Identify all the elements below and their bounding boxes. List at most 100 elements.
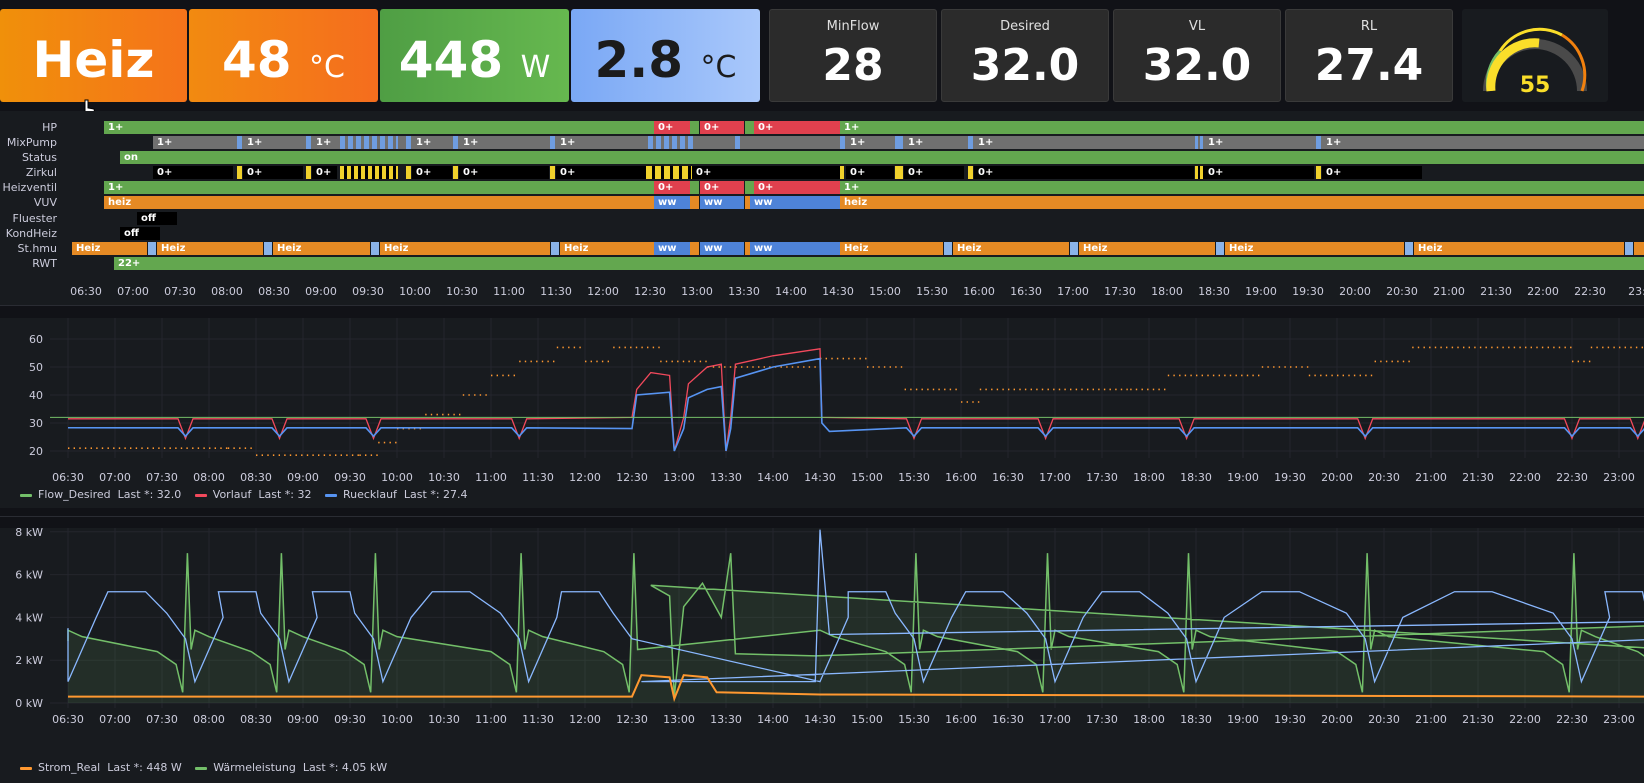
timeline-segment: ww bbox=[654, 196, 690, 209]
x-tick-label: 18:30 bbox=[1180, 713, 1212, 726]
ruecklauf-line bbox=[67, 357, 1644, 452]
timeline-segment bbox=[1316, 166, 1321, 179]
legend-item-waermeleistung[interactable]: Wärmeleistung Last *: 4.05 kW bbox=[195, 761, 387, 774]
row-label: HP bbox=[42, 121, 57, 134]
timeline-segment bbox=[1625, 242, 1633, 255]
timeline-segment bbox=[551, 242, 559, 255]
x-tick-label: 14:00 bbox=[757, 471, 789, 484]
timeline-segment: 1+ bbox=[243, 136, 303, 149]
x-tick-label: 16:30 bbox=[1010, 285, 1042, 298]
power-value: 448 W bbox=[398, 31, 551, 89]
y-tick-label: 8 kW bbox=[15, 528, 43, 539]
timeline-segment: 1+ bbox=[412, 136, 452, 149]
x-tick-label: 07:30 bbox=[146, 713, 178, 726]
level-gauge: 55 bbox=[1462, 9, 1608, 102]
temperature-value: 48 °C bbox=[222, 31, 345, 89]
timeline-segment: 0+ bbox=[754, 181, 840, 194]
row-label: St.hmu bbox=[17, 242, 57, 255]
x-tick-label: 08:00 bbox=[193, 471, 225, 484]
power-chart-panel: 8 kW 6 kW 4 kW 2 kW 0 kW 06:30 07:00 07:30 08:00… bbox=[0, 526, 1644, 783]
x-tick-label: 21:00 bbox=[1433, 285, 1465, 298]
x-tick-label: 23: bbox=[1628, 285, 1644, 298]
timeline-segment bbox=[690, 242, 699, 255]
x-tick-label: 22:30 bbox=[1556, 713, 1588, 726]
x-tick-label: 06:30 bbox=[52, 713, 84, 726]
timeline-segment bbox=[453, 166, 458, 179]
x-tick-label: 12:30 bbox=[616, 471, 648, 484]
timeline-segment: 0+ bbox=[692, 166, 840, 179]
x-tick-label: 11:30 bbox=[522, 713, 554, 726]
x-tick-label: 08:30 bbox=[240, 713, 272, 726]
timeline-segment: Heiz bbox=[1414, 242, 1624, 255]
x-tick-label: 10:30 bbox=[428, 713, 460, 726]
x-tick-label: 07:00 bbox=[99, 713, 131, 726]
minflow-value: 28 bbox=[822, 40, 884, 91]
x-tick-label: 10:30 bbox=[428, 471, 460, 484]
timeline-segment: on bbox=[120, 151, 1644, 164]
timeline-segment bbox=[745, 181, 754, 194]
timeline-segment bbox=[944, 242, 952, 255]
x-tick-label: 20:00 bbox=[1339, 285, 1371, 298]
timeline-segment bbox=[1316, 136, 1321, 149]
timeline-segment: Heiz bbox=[273, 242, 370, 255]
x-tick-label: 08:30 bbox=[258, 285, 290, 298]
x-tick-label: 18:00 bbox=[1133, 713, 1165, 726]
x-tick-label: 11:00 bbox=[475, 713, 507, 726]
timeline-segment: 0+ bbox=[846, 166, 894, 179]
x-tick-label: 08:00 bbox=[193, 713, 225, 726]
x-tick-label: 20:30 bbox=[1368, 471, 1400, 484]
x-tick-label: 14:30 bbox=[804, 471, 836, 484]
timeline-segment: 1+ bbox=[846, 136, 894, 149]
x-tick-label: 14:30 bbox=[822, 285, 854, 298]
timeline-segment bbox=[690, 181, 699, 194]
x-tick-label: 07:00 bbox=[99, 471, 131, 484]
y-tick-label: 50 bbox=[29, 361, 43, 374]
x-tick-label: 22:00 bbox=[1509, 713, 1541, 726]
timeline-segment bbox=[550, 166, 555, 179]
timeline-segment: ww bbox=[700, 242, 744, 255]
timeline-segment bbox=[735, 136, 740, 149]
timeline-segment: Heiz bbox=[953, 242, 1069, 255]
x-tick-label: 09:30 bbox=[334, 471, 366, 484]
x-tick-label: 13:00 bbox=[663, 471, 695, 484]
x-tick-label: 16:00 bbox=[945, 471, 977, 484]
legend-item-vorlauf[interactable]: Vorlauf Last *: 32 bbox=[194, 488, 311, 501]
x-tick-label: 21:00 bbox=[1415, 471, 1447, 484]
timeline-segment: Heiz bbox=[840, 242, 943, 255]
x-tick-label: 12:30 bbox=[634, 285, 666, 298]
x-tick-label: 15:30 bbox=[916, 285, 948, 298]
x-tick-label: 09:00 bbox=[305, 285, 337, 298]
timeline-segment: 0+ bbox=[700, 121, 744, 134]
x-tick-label: 21:00 bbox=[1415, 713, 1447, 726]
x-tick-label: 08:00 bbox=[211, 285, 243, 298]
timeline-segment bbox=[237, 136, 242, 149]
x-tick-label: 21:30 bbox=[1480, 285, 1512, 298]
vl-value: 32.0 bbox=[1142, 40, 1252, 91]
row-label: Zirkul bbox=[25, 166, 57, 179]
timeline-segment: 0+ bbox=[654, 181, 690, 194]
rl-value: 27.4 bbox=[1314, 40, 1424, 91]
x-tick-label: 22:00 bbox=[1509, 471, 1541, 484]
x-tick-label: 17:30 bbox=[1086, 471, 1118, 484]
x-tick-label: 13:30 bbox=[728, 285, 760, 298]
x-tick-label: 19:30 bbox=[1292, 285, 1324, 298]
temperature-chart-panel: 60 50 40 30 20 06:30 07:00 07:30 08:00 08:30 09:00… bbox=[0, 318, 1644, 508]
row-label: RWT bbox=[32, 257, 57, 270]
x-tick-label: 08:30 bbox=[240, 471, 272, 484]
legend-item-ruecklauf[interactable]: Ruecklauf Last *: 27.4 bbox=[324, 488, 468, 501]
legend-item-flow-desired[interactable]: Flow_Desired Last *: 32.0 bbox=[20, 488, 181, 501]
legend-item-strom-real[interactable]: Strom_Real Last *: 448 W bbox=[20, 761, 182, 774]
temperature-legend: Flow_Desired Last *: 32.0 Vorlauf Last *… bbox=[20, 488, 478, 501]
timeline-segment bbox=[745, 121, 754, 134]
x-tick-label: 15:00 bbox=[869, 285, 901, 298]
row-label: Status bbox=[21, 151, 57, 164]
timeline-segment: 0+ bbox=[243, 166, 303, 179]
x-tick-label: 17:00 bbox=[1039, 471, 1071, 484]
x-tick-label: 19:00 bbox=[1227, 713, 1259, 726]
x-tick-label: 17:30 bbox=[1104, 285, 1136, 298]
timeline-segment: 1+ bbox=[104, 121, 654, 134]
x-tick-label: 07:00 bbox=[117, 285, 149, 298]
timeline-segment bbox=[371, 242, 379, 255]
x-tick-label: 15:00 bbox=[851, 713, 883, 726]
timeline-segment: Heiz bbox=[1079, 242, 1215, 255]
